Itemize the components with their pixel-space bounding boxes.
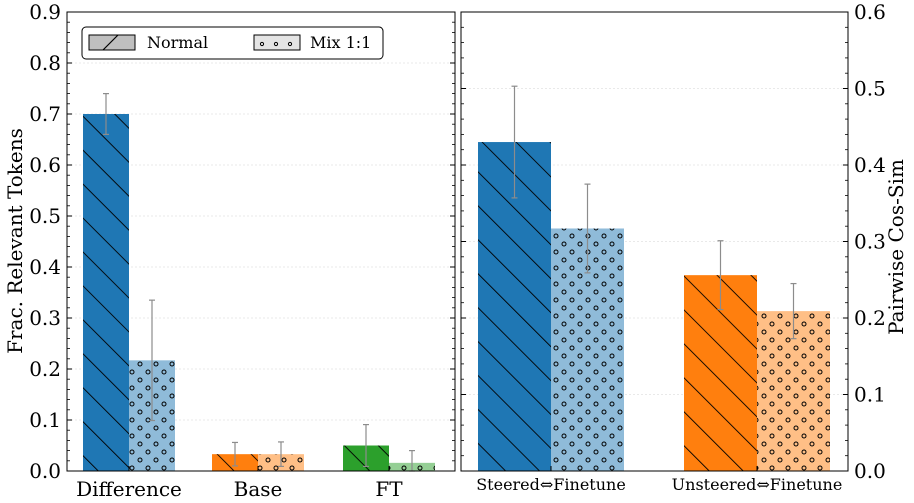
right-y-axis-title: Pairwise Cos-Sim [884,159,908,335]
right-ytick-label: 0.0 [854,459,886,483]
left-ytick-label: 0.1 [29,408,61,432]
right-xtick-label: Steered⇔Finetune [476,475,626,494]
right-errorbars [511,85,797,340]
left-xticks: Difference Base FT [76,466,403,501]
legend-hatch-line [102,34,119,51]
left-ytick-label: 0.6 [29,153,61,177]
left-xtick-label: Base [234,477,283,501]
right-yticks: 0.0 0.1 0.2 0.3 0.4 0.5 0.6 [461,0,886,483]
left-bars [83,114,435,471]
right-ytick-label: 0.1 [854,383,886,407]
left-ytick-label: 0.8 [29,51,61,75]
right-ytick-label: 0.2 [854,306,886,330]
left-ytick-label: 0.0 [29,459,61,483]
left-panel: 0.0 0.1 0.2 0.3 0.4 0.5 0.6 0.7 0.8 0.9 Differenc… [3,0,456,501]
left-yticks: 0.0 0.1 0.2 0.3 0.4 0.5 0.6 0.7 0.8 0.9 [29,0,455,483]
left-xtick-label: FT [375,477,403,501]
left-bar-pattern-normal-0 [83,114,129,471]
legend-label-normal: Normal [147,33,208,52]
legend-dots [259,41,293,47]
right-ytick-label: 0.6 [854,0,886,24]
right-bars [478,142,830,472]
left-plot-frame [66,11,456,472]
left-ytick-label: 0.4 [29,255,61,279]
legend-swatch-normal [88,34,136,51]
legend-box [81,26,384,60]
legend-label-mix: Mix 1:1 [310,33,371,52]
left-ytick-label: 0.3 [29,306,61,330]
right-xticks: Steered⇔Finetune Unsteered⇔Finetune [476,466,842,494]
left-xtick-label: Difference [76,477,182,501]
right-ytick-label: 0.3 [854,230,886,254]
right-panel: 0.0 0.1 0.2 0.3 0.4 0.5 0.6 Steered⇔Finetune Un… [460,0,908,494]
legend: Normal Mix 1:1 [81,26,384,60]
left-ytick-label: 0.2 [29,357,61,381]
right-ytick-label: 0.4 [854,153,886,177]
left-ytick-label: 0.9 [29,0,61,24]
right-xtick-label: Unsteered⇔Finetune [672,475,843,494]
right-ytick-label: 0.5 [854,77,886,101]
left-y-axis-title: Frac. Relevant Tokens [3,128,27,354]
left-ytick-label: 0.5 [29,204,61,228]
left-ytick-label: 0.7 [29,102,61,126]
